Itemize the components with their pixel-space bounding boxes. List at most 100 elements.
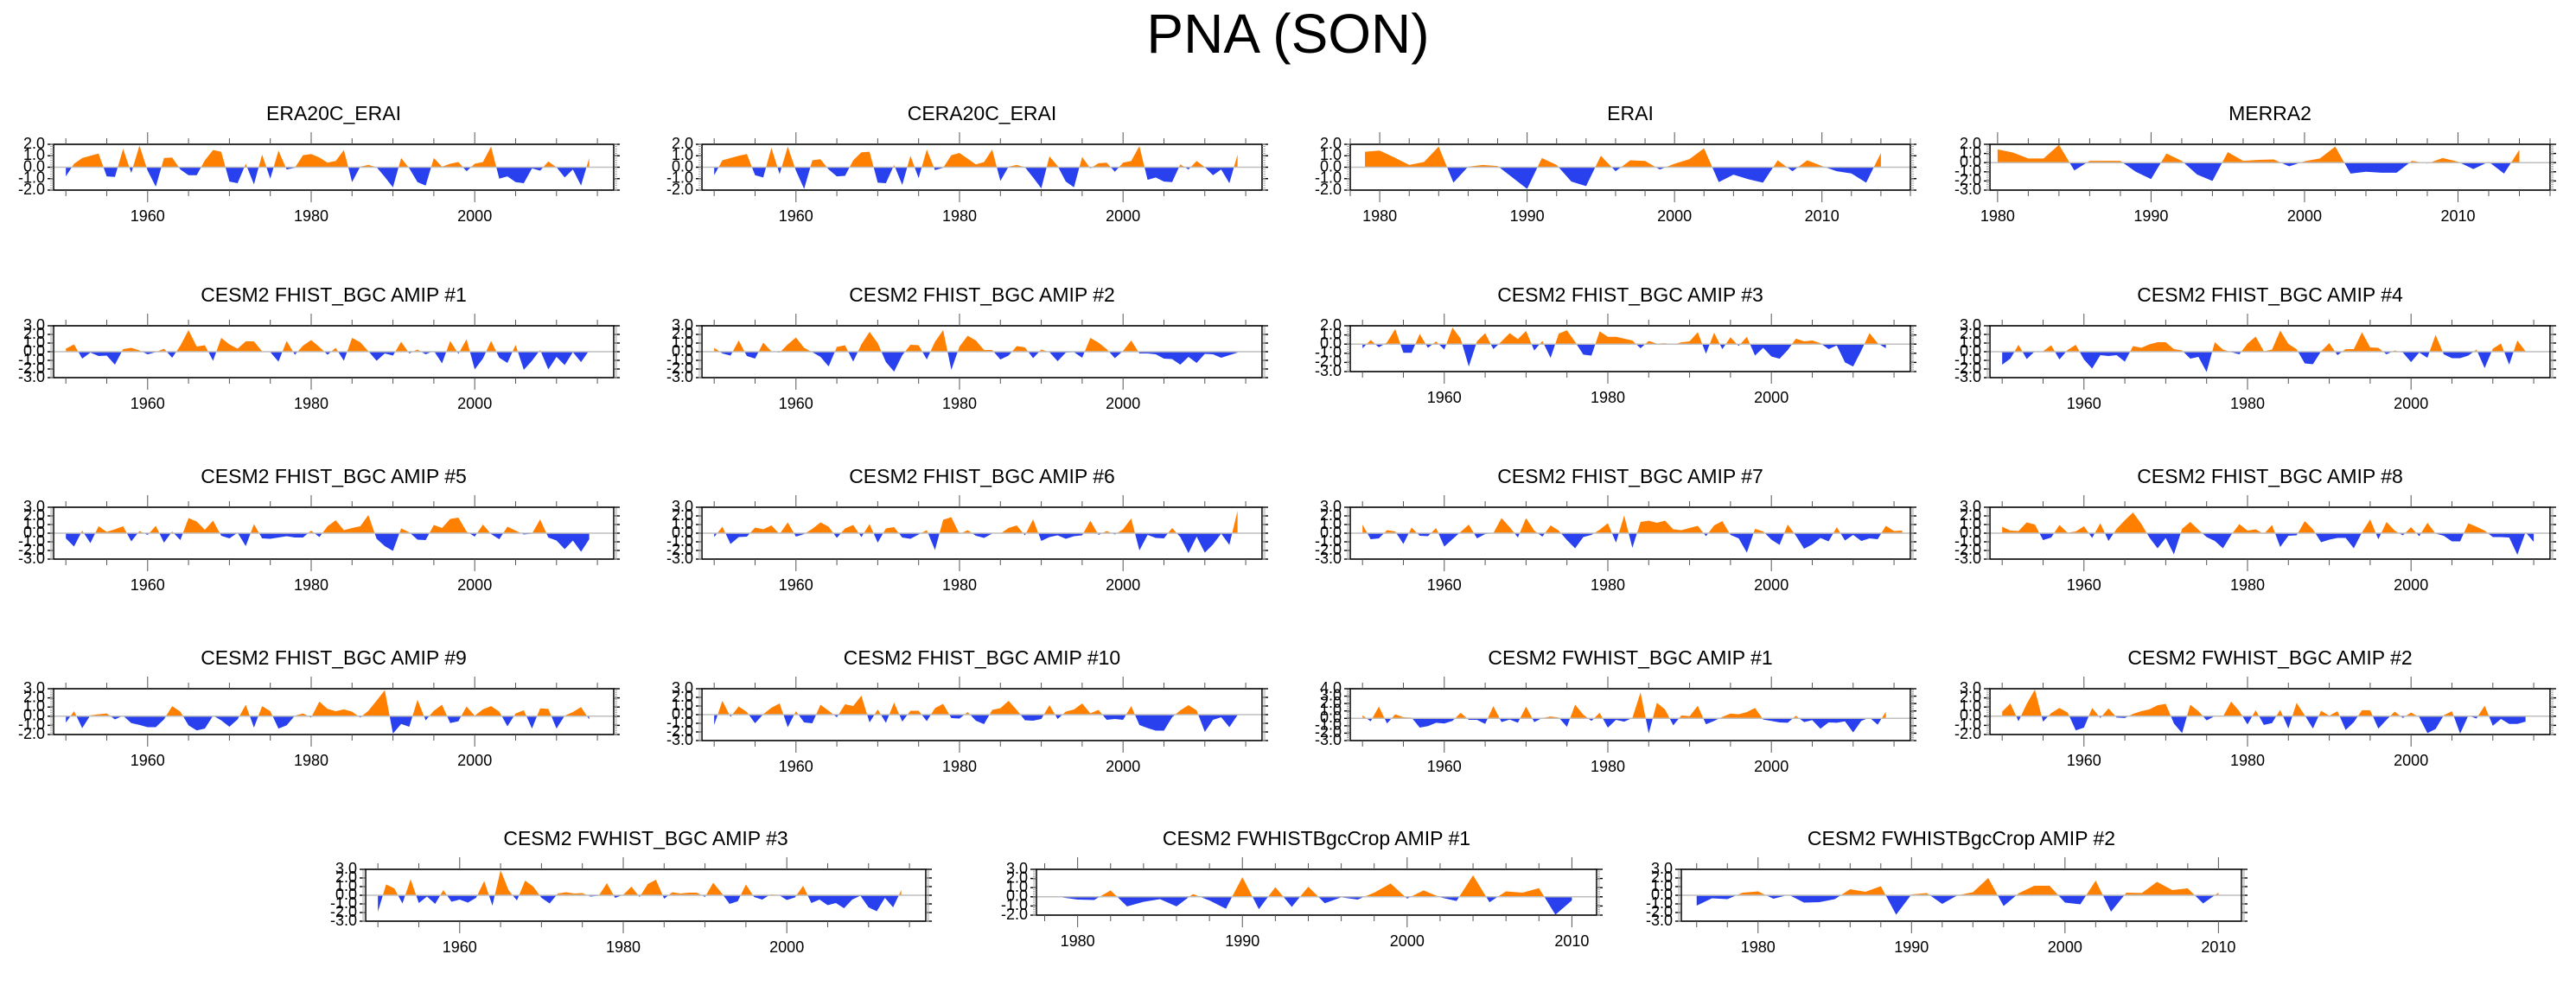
x-tick-label: 1990 xyxy=(2133,207,2168,225)
x-tick-label: 1980 xyxy=(1362,207,1397,225)
y-tick-label: 3.0 xyxy=(23,679,45,697)
y-tick-label: 1.0 xyxy=(23,146,45,163)
y-tick-label: -1.0 xyxy=(666,169,693,187)
y-tick-label: 1.0 xyxy=(335,877,357,894)
panel-title: ERA20C_ERAI xyxy=(266,102,401,124)
y-tick-label: 1.0 xyxy=(23,697,45,715)
y-tick-label: 1.0 xyxy=(1960,334,1981,351)
panel-9: CESM2 FHIST_BGC AMIP #5 -3.0-2.0-1.00.01.… xyxy=(18,465,620,594)
panel-15: CESM2 FWHIST_BGC AMIP #1-3.0-2.0-1.00.01… xyxy=(1315,646,1916,775)
panel-3: ERAI -2.0-1.00.01.02.0 1980 1990 2000 2010 xyxy=(1315,102,1916,225)
x-tick-label: 1960 xyxy=(779,576,813,594)
y-tick-label: -2.0 xyxy=(330,903,357,920)
negative-area xyxy=(1362,344,1886,367)
positive-area xyxy=(70,690,588,716)
positive-area xyxy=(1736,878,2219,895)
panel-8: CESM2 FHIST_BGC AMIP #4 -3.0-2.0-1.00.01.… xyxy=(1954,283,2556,412)
y-tick-label: -1.0 xyxy=(1315,716,1342,734)
negative-area xyxy=(2016,716,2526,734)
panel-title: CESM2 FHIST_BGC AMIP #9 xyxy=(201,646,467,669)
y-tick-label: 2.0 xyxy=(1960,325,1981,342)
y-tick-label: -1.0 xyxy=(1954,351,1981,368)
y-tick-label: 3.0 xyxy=(23,498,45,515)
y-tick-label: 2.0 xyxy=(23,688,45,705)
plot-frame xyxy=(1349,688,1911,741)
x-tick-label: 1980 xyxy=(1980,207,2015,225)
y-tick-label: 3.0 xyxy=(1960,498,1981,515)
y-tick-label: 2.0 xyxy=(23,506,45,524)
y-tick-label: 0.0 xyxy=(1320,709,1342,726)
y-tick-label: -3.0 xyxy=(1315,362,1342,379)
y-tick-label: 0.0 xyxy=(1960,342,1981,359)
y-tick-label: -2.0 xyxy=(666,722,693,740)
y-tick-label: -2.0 xyxy=(18,181,45,198)
x-tick-label: 1960 xyxy=(443,938,477,956)
y-tick-label: 2.0 xyxy=(672,506,693,524)
y-tick-label: -1.0 xyxy=(1954,162,1981,180)
panel-12: CESM2 FHIST_BGC AMIP #8 -3.0-2.0-1.00.01.… xyxy=(1954,465,2556,594)
y-tick-label: 0.0 xyxy=(1320,334,1342,352)
y-tick-label: 0.0 xyxy=(1006,887,1028,905)
x-tick-label: 1960 xyxy=(131,395,165,412)
x-tick-label: 1980 xyxy=(2230,395,2265,412)
x-tick-label: 1980 xyxy=(1591,758,1625,775)
y-tick-label: -1.0 xyxy=(666,532,693,550)
y-tick-label: 3.0 xyxy=(1960,316,1981,334)
y-tick-label: -2.0 xyxy=(1954,171,1981,188)
positive-area xyxy=(1100,875,1545,897)
y-tick-label: 2.0 xyxy=(1651,868,1673,886)
x-tick-label: 1960 xyxy=(2067,576,2101,594)
negative-area xyxy=(719,352,1238,372)
negative-area xyxy=(2069,162,2511,181)
panel-10: CESM2 FHIST_BGC AMIP #6 -3.0-2.0-1.00.01.… xyxy=(666,465,1268,594)
x-tick-label: 2000 xyxy=(769,938,804,956)
x-tick-label: 2000 xyxy=(457,207,492,225)
y-tick-label: -3.0 xyxy=(18,550,45,567)
y-tick-label: -3.0 xyxy=(1954,550,1981,567)
y-tick-label: -1.0 xyxy=(666,714,693,731)
positive-area xyxy=(1997,144,2520,163)
x-tick-label: 2000 xyxy=(1106,758,1140,775)
panel-7: CESM2 FHIST_BGC AMIP #3 -3.0-2.0-1.00.01.… xyxy=(1315,283,1916,406)
y-tick-label: -1.0 xyxy=(18,169,45,187)
x-tick-label: 2010 xyxy=(2201,938,2235,956)
panel-title: ERAI xyxy=(1607,102,1654,124)
positive-area xyxy=(72,145,590,168)
y-tick-label: 3.0 xyxy=(672,679,693,697)
negative-area xyxy=(1367,533,1882,553)
y-tick-label: -3.0 xyxy=(1954,368,1981,385)
y-tick-label: 2.0 xyxy=(23,325,45,342)
y-tick-label: 2.0 xyxy=(672,135,693,152)
y-tick-label: -3.0 xyxy=(1646,912,1673,929)
y-tick-label: 0.0 xyxy=(672,524,693,541)
y-tick-label: 2.0 xyxy=(335,868,357,886)
y-tick-label: 2.0 xyxy=(1320,316,1342,334)
y-tick-label: -3.0 xyxy=(1315,731,1342,748)
x-tick-label: 1960 xyxy=(1427,758,1462,775)
x-tick-label: 1980 xyxy=(942,576,977,594)
y-tick-label: 0.0 xyxy=(23,524,45,541)
negative-area xyxy=(1061,896,1572,915)
positive-area xyxy=(2002,512,2527,533)
panel-1: ERA20C_ERAI -2.0-1.00.01.02.0 1960 1980 2000 xyxy=(18,102,620,225)
y-tick-label: 2.0 xyxy=(1960,135,1981,152)
x-tick-label: 1990 xyxy=(1510,207,1545,225)
y-tick-label: 1.0 xyxy=(1960,143,1981,161)
negative-area xyxy=(66,716,590,734)
y-tick-label: 2.0 xyxy=(23,135,45,152)
y-tick-label: -2.0 xyxy=(1954,725,1981,742)
positive-area xyxy=(2014,330,2526,352)
panel-title: CESM2 FHIST_BGC AMIP #1 xyxy=(201,283,467,306)
x-tick-label: 1980 xyxy=(1591,576,1625,594)
y-tick-label: 3.0 xyxy=(1006,860,1028,877)
y-tick-label: 0.0 xyxy=(1960,707,1981,724)
y-tick-label: -3.0 xyxy=(1954,181,1981,198)
y-tick-label: -1.0 xyxy=(1646,894,1673,912)
x-tick-label: 1980 xyxy=(942,758,977,775)
y-tick-label: -1.0 xyxy=(1315,169,1342,187)
y-tick-label: 3.0 xyxy=(1651,860,1673,877)
positive-area xyxy=(2002,690,2490,716)
plot-frame xyxy=(1036,868,1597,916)
x-tick-label: 1980 xyxy=(294,207,328,225)
